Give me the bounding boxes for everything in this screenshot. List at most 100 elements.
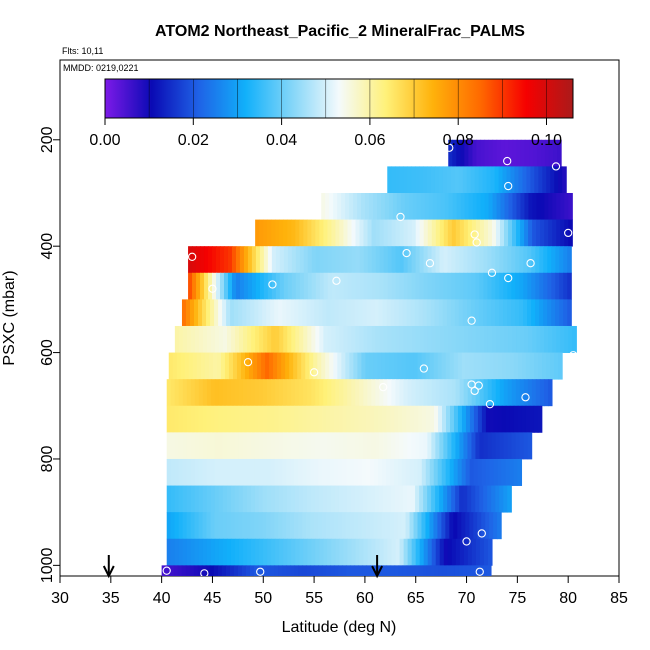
heatmap-cell: [365, 458, 371, 486]
heatmap-cell: [337, 512, 343, 540]
heatmap-cell: [198, 512, 204, 540]
heatmap-cell: [391, 166, 396, 194]
heatmap-cell: [201, 565, 207, 576]
heatmap-cell: [517, 352, 523, 380]
heatmap-cell: [206, 432, 212, 460]
heatmap-cell: [478, 299, 484, 327]
heatmap-cell: [539, 272, 544, 300]
heatmap-cell: [477, 352, 483, 380]
heatmap-cell: [258, 458, 263, 486]
heatmap-cell: [334, 458, 339, 486]
heatmap-cell: [471, 219, 477, 247]
heatmap-cell: [263, 272, 269, 300]
heatmap-cell: [481, 352, 487, 380]
heatmap-cell: [206, 325, 212, 353]
heatmap-cell: [161, 565, 167, 576]
heatmap-cell: [186, 485, 192, 513]
heatmap-cell: [262, 405, 268, 433]
heatmap-cell: [371, 538, 377, 566]
heatmap-cell: [290, 405, 295, 433]
heatmap-cell: [405, 512, 411, 540]
heatmap-cell: [342, 299, 348, 327]
heatmap-cell: [226, 299, 231, 327]
heatmap-cell: [442, 299, 448, 327]
heatmap-cell: [381, 458, 387, 486]
heatmap-cell: [254, 512, 259, 540]
heatmap-cell: [249, 565, 255, 576]
heatmap-cell: [398, 299, 404, 327]
heatmap-cell: [555, 299, 560, 327]
heatmap-cell: [355, 272, 361, 300]
heatmap-cell: [399, 219, 405, 247]
heatmap-cell: [399, 432, 404, 460]
heatmap-cell: [379, 219, 385, 247]
heatmap-cell: [507, 299, 512, 327]
heatmap-cell: [430, 299, 436, 327]
heatmap-cell: [486, 565, 492, 576]
heatmap-cell: [437, 512, 442, 540]
heatmap-cell: [459, 325, 465, 353]
heatmap-cell: [379, 325, 385, 353]
heatmap-cell: [258, 299, 263, 327]
heatmap-cell: [493, 458, 499, 486]
x-tick-label: 75: [508, 590, 526, 607]
heatmap-cell: [373, 512, 379, 540]
heatmap-cell: [483, 485, 488, 513]
heatmap-cell: [178, 325, 184, 353]
latitude-arrow-head: [371, 565, 383, 579]
heatmap-cell: [422, 405, 427, 433]
heatmap-cell: [509, 405, 515, 433]
heatmap-cell: [347, 246, 353, 274]
heatmap-cell: [500, 139, 506, 167]
heatmap-cell: [290, 512, 295, 540]
heatmap-cell: [478, 565, 484, 576]
heatmap-cell: [238, 432, 244, 460]
heatmap-cell: [290, 485, 296, 513]
heatmap-cell: [208, 352, 214, 380]
heatmap-cell: [198, 432, 204, 460]
heatmap-cell: [354, 299, 360, 327]
heatmap-cell: [479, 219, 485, 247]
heatmap-cell: [190, 538, 196, 566]
heatmap-cell: [343, 272, 349, 300]
sample-point: [402, 248, 411, 258]
heatmap-cell: [200, 272, 205, 300]
heatmap-cell: [238, 458, 244, 486]
heatmap-cell: [423, 219, 429, 247]
heatmap-cell: [200, 246, 205, 274]
heatmap-cell: [250, 512, 255, 540]
heatmap-cell: [218, 538, 224, 566]
heatmap-cell: [228, 352, 234, 380]
heatmap-cell: [270, 512, 275, 540]
heatmap-cell: [339, 432, 344, 460]
sample-point: [445, 143, 454, 152]
heatmap-cell: [370, 565, 376, 576]
heatmap-cell: [398, 405, 403, 433]
heatmap-cell: [291, 219, 296, 247]
heatmap-cell: [489, 512, 494, 540]
heatmap-cell: [523, 299, 528, 327]
heatmap-cell: [339, 325, 345, 353]
heatmap-cell: [339, 219, 345, 247]
heatmap-cell: [218, 485, 224, 513]
heatmap-cell: [357, 352, 363, 380]
heatmap-cell: [353, 352, 358, 380]
heatmap-cell: [287, 379, 292, 407]
heatmap-cell: [208, 246, 213, 274]
heatmap-cell: [536, 325, 541, 353]
heatmap-cell: [271, 272, 277, 300]
heatmap-cell: [278, 512, 283, 540]
heatmap-cell: [315, 325, 320, 353]
heatmap-cell: [317, 352, 322, 380]
heatmap-cell: [385, 352, 391, 380]
sample-point: [485, 400, 495, 409]
heatmap-cell: [182, 538, 188, 566]
heatmap-cell: [229, 565, 235, 576]
heatmap-cell: [465, 512, 470, 540]
heatmap-cell: [204, 272, 209, 300]
heatmap-cell: [287, 432, 292, 460]
heatmap-cell: [326, 458, 331, 486]
heatmap-cell: [232, 352, 238, 380]
heatmap-cell: [388, 192, 394, 220]
heatmap-cell: [275, 379, 280, 407]
